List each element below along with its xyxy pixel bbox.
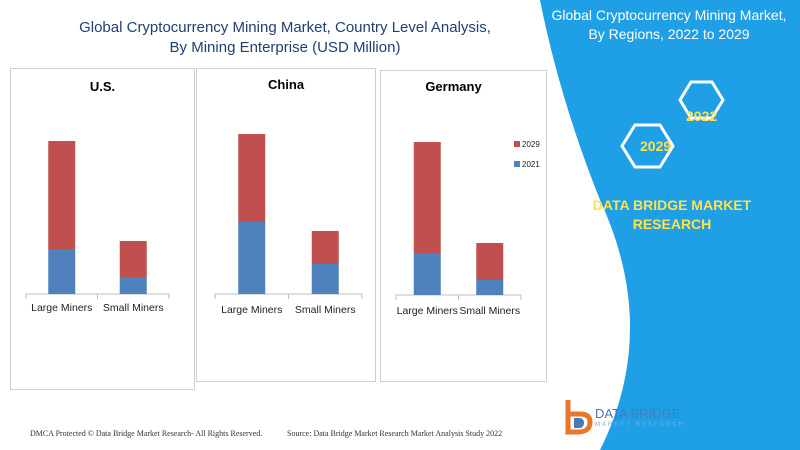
logo-b-icon [565, 400, 593, 435]
panel-us: U.S. Large Miners Small Miners [10, 68, 195, 390]
legend-label-2021: 2021 [522, 160, 540, 169]
chart-title-1: China [268, 77, 305, 92]
bar-2021-small-miners [311, 264, 339, 294]
banner-title: Global Cryptocurrency Mining Market, By … [538, 6, 800, 44]
x-tick-label: Small Miners [103, 302, 164, 314]
brand-logo: DATA BRIDGE MARKET RESEARCH [560, 398, 700, 436]
bar-2021-large-miners [238, 222, 266, 294]
chart-svg: U.S. Large Miners Small Miners [25, 79, 170, 314]
x-tick-label: Large Miners [221, 304, 282, 316]
bar-2021-small-miners [476, 280, 504, 295]
hex-label-bottom: 2029 [640, 138, 672, 154]
bar-2029-small-miners [119, 241, 147, 277]
x-tick-label: Large Miners [397, 305, 458, 317]
chart-title-line1: Global Cryptocurrency Mining Market, Cou… [79, 19, 491, 36]
chart-svg: China Large Miners Small Miners [214, 77, 363, 316]
chart-title-line2: By Mining Enterprise (USD Million) [169, 39, 401, 56]
x-tick-label: Small Miners [295, 304, 356, 316]
legend-swatch-2029 [514, 141, 520, 147]
panel-germany: Germany Large Miners Small Miners 2029 2021 [380, 70, 547, 382]
banner-title-line1: Global Cryptocurrency Mining Market, [551, 7, 787, 23]
hex-label-top: 2022 [686, 108, 718, 124]
chart-svg: Germany Large Miners Small Miners 2029 2021 [395, 79, 540, 317]
footer-copyright: DMCA Protected © Data Bridge Market Rese… [30, 429, 263, 438]
bar-2021-large-miners [413, 253, 441, 295]
bar-2021-small-miners [119, 277, 147, 294]
logo-subtext: MARKET RESEARCH [595, 422, 685, 428]
bar-2029-small-miners [476, 243, 504, 280]
brand-name-line1: DATA BRIDGE MARKET [592, 197, 752, 213]
footer-source: Source: Data Bridge Market Research Mark… [287, 429, 503, 438]
x-tick-label: Large Miners [31, 302, 92, 314]
chart-title: Global Cryptocurrency Mining Market, Cou… [40, 18, 530, 58]
bar-2029-large-miners [48, 141, 76, 249]
hexagon-2022-icon [678, 80, 725, 120]
bar-2029-large-miners [413, 142, 441, 253]
hexagon-2029-icon [620, 123, 675, 169]
bar-2029-small-miners [311, 231, 339, 264]
banner-title-line2: By Regions, 2022 to 2029 [588, 26, 750, 42]
brand-name-line2: RESEARCH [632, 216, 712, 232]
x-tick-label: Small Miners [459, 305, 520, 317]
legend-label-2029: 2029 [522, 140, 540, 149]
brand-name: DATA BRIDGE MARKET RESEARCH [572, 196, 772, 234]
chart-title-2: Germany [425, 79, 482, 94]
panel-china: China Large Miners Small Miners [196, 68, 376, 382]
bar-2021-large-miners [48, 249, 76, 294]
legend-swatch-2021 [514, 161, 520, 167]
logo-text: DATA BRIDGE [595, 406, 681, 421]
chart-title-0: U.S. [90, 79, 115, 94]
bar-2029-large-miners [238, 134, 266, 222]
region-banner [540, 0, 800, 450]
